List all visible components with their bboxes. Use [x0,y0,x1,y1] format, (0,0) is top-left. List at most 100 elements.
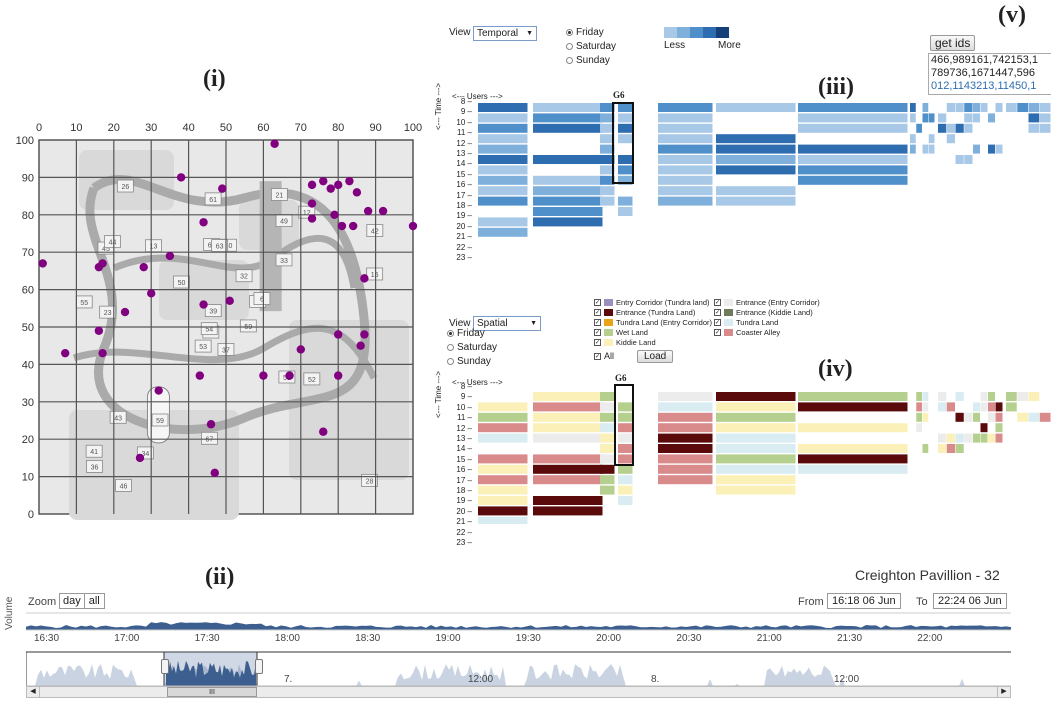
visitor-point[interactable] [154,386,163,395]
legend-item[interactable]: ✓ Coaster Alley [714,327,854,337]
heat-cell[interactable] [618,454,633,464]
heat-cell[interactable] [533,454,603,464]
visitor-point[interactable] [225,296,234,306]
heat-cell[interactable] [716,392,796,401]
heat-cell[interactable] [533,113,603,123]
visitor-point[interactable] [176,173,186,182]
heat-cell[interactable] [980,103,988,112]
visitor-point[interactable] [334,371,343,380]
heat-cell[interactable] [478,433,528,443]
heat-cell[interactable] [798,392,908,401]
heat-cell[interactable] [798,175,908,185]
heat-cell[interactable] [716,423,796,433]
heat-cell[interactable] [955,433,964,443]
visitor-point[interactable] [337,221,347,231]
visitor-point[interactable] [345,176,354,186]
visitor-point[interactable] [307,199,317,208]
heat-cell[interactable] [658,475,713,485]
heat-cell[interactable] [618,402,633,412]
temporal-group-box[interactable] [612,102,634,184]
visitor-point[interactable] [334,330,343,339]
heat-cell[interactable] [533,402,603,412]
temporal-radio-sunday[interactable]: Sunday [566,53,616,67]
visitor-point[interactable] [94,326,104,335]
heat-cell[interactable] [1028,392,1040,401]
heat-cell[interactable] [973,144,980,154]
zoom-all-button[interactable]: all [88,595,100,607]
heat-cell[interactable] [946,123,955,133]
heat-cell[interactable] [533,412,603,422]
visitor-point[interactable] [408,221,418,231]
visitor-point[interactable] [218,184,227,193]
heat-cell[interactable] [478,516,528,526]
heat-cell[interactable] [938,402,947,412]
heat-cell[interactable] [533,217,603,227]
heat-cell[interactable] [798,155,908,164]
heat-cell[interactable] [600,134,615,144]
heat-cell[interactable] [533,464,603,474]
visitor-point[interactable] [319,176,328,186]
heat-cell[interactable] [618,433,633,443]
heat-cell[interactable] [600,123,615,133]
heat-cell[interactable] [600,454,615,464]
ids-textarea[interactable]: 466,989161,742153,1 789736,1671447,596 0… [928,53,1051,95]
heat-cell[interactable] [988,412,995,422]
heat-cell[interactable] [1039,123,1051,133]
heat-cell[interactable] [798,165,908,175]
heat-cell[interactable] [478,113,528,123]
heat-cell[interactable] [600,444,615,453]
heat-cell[interactable] [716,464,796,474]
heat-cell[interactable] [478,412,528,422]
heat-cell[interactable] [910,144,916,154]
heat-cell[interactable] [995,144,1003,154]
heat-cell[interactable] [600,113,615,123]
visitor-point[interactable] [120,307,130,317]
heat-cell[interactable] [1028,123,1040,133]
heat-cell[interactable] [1039,103,1051,112]
heat-cell[interactable] [995,103,1003,112]
heat-cell[interactable] [533,207,603,216]
heat-cell[interactable] [478,485,528,495]
heat-cell[interactable] [478,186,528,196]
heat-cell[interactable] [658,186,713,196]
heat-cell[interactable] [916,392,922,401]
heat-cell[interactable] [478,175,528,185]
visitor-point[interactable] [307,180,317,190]
heat-cell[interactable] [478,217,528,227]
heat-cell[interactable] [995,423,1003,433]
heat-cell[interactable] [478,196,528,206]
heat-cell[interactable] [946,444,955,453]
heat-cell[interactable] [988,433,995,443]
heat-cell[interactable] [533,175,603,185]
visitor-point[interactable] [147,289,156,298]
visitor-point[interactable] [195,371,205,380]
timeline-scrollbar[interactable]: ◀ III ▶ [26,686,1011,698]
heat-cell[interactable] [980,423,988,433]
visitor-point[interactable] [285,371,294,380]
heat-cell[interactable] [600,485,615,495]
legend-item[interactable]: ✓ Wet Land [594,327,714,337]
heat-cell[interactable] [658,444,713,453]
heat-cell[interactable] [533,155,603,164]
zoom-day-button[interactable]: day [60,594,85,608]
heat-cell[interactable] [658,402,713,412]
heat-cell[interactable] [600,423,615,433]
heat-cell[interactable] [798,423,908,433]
heat-cell[interactable] [600,175,615,185]
heat-cell[interactable] [658,433,713,443]
visitor-point[interactable] [270,139,279,148]
heat-cell[interactable] [618,444,633,453]
heat-cell[interactable] [964,433,973,443]
heat-cell[interactable] [922,412,929,422]
visitor-point[interactable] [378,206,388,216]
heat-cell[interactable] [798,123,908,133]
heat-cell[interactable] [600,412,615,422]
heat-cell[interactable] [955,412,964,422]
heat-cell[interactable] [716,165,796,175]
heat-cell[interactable] [618,134,633,144]
heat-cell[interactable] [716,485,796,495]
heat-cell[interactable] [995,412,1003,422]
heat-cell[interactable] [973,402,980,412]
heat-cell[interactable] [716,444,796,453]
heat-cell[interactable] [1039,113,1051,123]
